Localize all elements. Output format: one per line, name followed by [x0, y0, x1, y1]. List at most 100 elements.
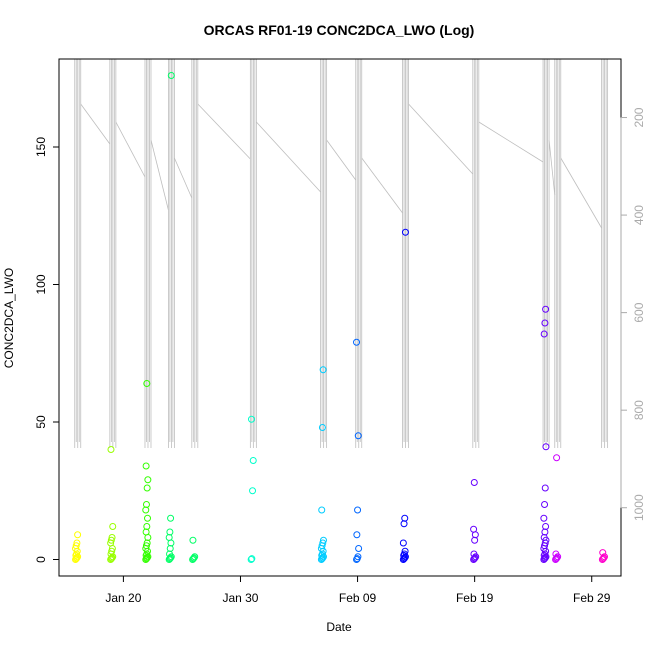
data-point: [142, 542, 150, 550]
data-point: [167, 72, 175, 79]
data-point: [401, 514, 409, 522]
x-tick-label: Jan 20: [105, 591, 141, 605]
x-axis-label: Date: [326, 620, 352, 634]
data-point: [167, 514, 175, 522]
data-point: [552, 555, 560, 563]
data-point: [540, 330, 548, 338]
data-point: [355, 545, 363, 552]
data-point: [400, 555, 408, 563]
data-point: [470, 479, 478, 486]
y-tick-label: 0: [34, 556, 48, 563]
data-point: [401, 547, 409, 555]
altitude-connector-line: [174, 157, 193, 199]
altitude-connector-line: [115, 121, 146, 178]
x-tick-label: Feb 09: [339, 591, 377, 605]
altitude-connector-line: [197, 103, 251, 160]
right-tick-label: 400: [632, 205, 646, 225]
data-point: [249, 487, 257, 495]
data-point: [108, 547, 116, 555]
altitude-connector-line: [326, 139, 357, 181]
data-point: [72, 555, 80, 563]
data-point: [542, 305, 550, 313]
altitude-traces: [74, 59, 609, 448]
chart-title: ORCAS RF01-19 CONC2DCA_LWO (Log): [204, 22, 475, 38]
data-point: [143, 380, 151, 387]
data-point: [167, 554, 175, 562]
x-tick-label: Feb 29: [573, 591, 611, 605]
data-point: [143, 484, 151, 492]
altitude-connector-line: [478, 121, 544, 163]
altitude-connector-line: [361, 157, 403, 214]
right-tick-label: 800: [632, 400, 646, 420]
x-tick-label: Jan 30: [222, 591, 258, 605]
data-point: [552, 550, 560, 558]
data-point: [109, 523, 117, 530]
data-point: [143, 523, 151, 530]
data-point: [144, 514, 152, 522]
data-point: [107, 536, 115, 544]
y-tick-label: 100: [34, 274, 48, 294]
right-tick-label: 1000: [632, 494, 646, 521]
data-point: [72, 542, 80, 550]
data-point: [353, 338, 361, 346]
data-point: [247, 556, 255, 563]
data-point: [399, 539, 407, 547]
data-point: [108, 554, 116, 562]
data-point: [553, 454, 561, 462]
y-axis-label: CONC2DCA_LWO: [2, 268, 16, 368]
altitude-connector-line: [150, 139, 169, 211]
axes: 0 50 100 150 Jan 20 Jan 30 Feb 09 Feb 19 Feb 29 2…: [34, 107, 646, 605]
data-point: [74, 531, 82, 539]
data-point: [400, 550, 408, 558]
data-point: [191, 553, 199, 561]
data-point: [470, 525, 478, 533]
data-point: [190, 554, 198, 562]
data-point: [540, 514, 548, 522]
data-point: [73, 539, 81, 547]
data-point: [600, 553, 608, 561]
data-point: [541, 501, 549, 508]
data-point: [166, 528, 174, 536]
altitude-connector-line: [80, 103, 111, 145]
data-point: [318, 506, 326, 514]
data-points: [72, 72, 608, 563]
right-tick-label: 200: [632, 107, 646, 127]
data-point: [247, 415, 255, 423]
data-point: [189, 536, 197, 544]
data-point: [319, 366, 327, 374]
x-tick-label: Feb 19: [456, 591, 494, 605]
data-point: [541, 555, 549, 563]
data-point: [318, 555, 326, 563]
data-point: [144, 476, 152, 484]
data-point: [319, 536, 327, 544]
data-point: [248, 555, 256, 563]
data-point: [318, 424, 326, 431]
altitude-connector-line: [408, 103, 474, 175]
altitude-connector-line: [560, 157, 602, 229]
data-point: [541, 484, 549, 492]
data-point: [471, 554, 479, 562]
data-point: [541, 319, 549, 327]
altitude-connector-line: [548, 139, 556, 196]
altitude-connector-line: [256, 121, 321, 193]
data-point: [401, 228, 409, 236]
right-tick-label: 600: [632, 302, 646, 322]
data-point: [542, 443, 550, 451]
data-point: [108, 534, 116, 541]
data-point: [354, 506, 362, 514]
data-point: [107, 446, 115, 453]
data-point: [553, 554, 561, 562]
y-tick-label: 50: [34, 415, 48, 429]
data-point: [470, 555, 478, 563]
data-point: [107, 555, 115, 563]
data-point: [470, 550, 478, 558]
data-point: [354, 553, 362, 561]
data-point: [142, 555, 150, 563]
data-point: [319, 539, 327, 547]
data-point: [142, 501, 150, 508]
data-point: [353, 531, 361, 539]
data-point: [600, 554, 608, 562]
data-point: [249, 457, 257, 464]
data-point: [542, 523, 550, 530]
